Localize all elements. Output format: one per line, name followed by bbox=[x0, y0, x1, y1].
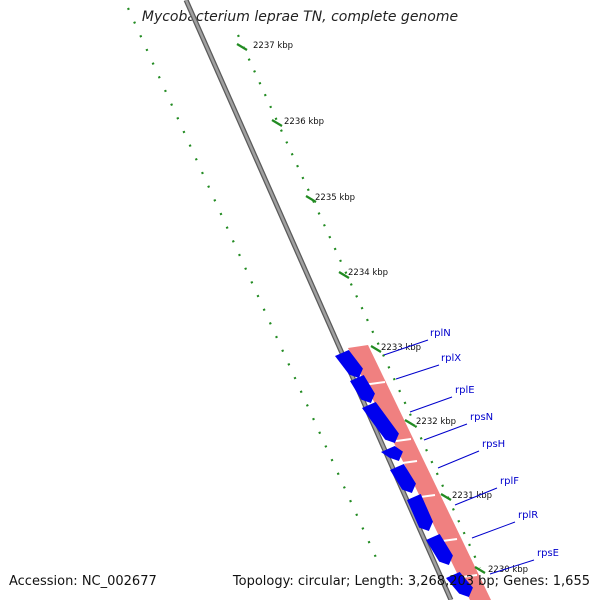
kbp-tick bbox=[370, 345, 382, 353]
gene-label-leader bbox=[423, 423, 468, 441]
gene-label-leader bbox=[409, 396, 453, 413]
forward-gene-arrow bbox=[446, 572, 473, 597]
gene-label: rpsE bbox=[537, 548, 559, 559]
gene-label: rplE bbox=[455, 385, 475, 396]
gene-label-leader bbox=[395, 364, 440, 380]
gene-label-leader bbox=[383, 339, 429, 356]
forward-gene-arrow bbox=[335, 350, 363, 378]
summary-text: Topology: circular; Length: 3,268,203 bp… bbox=[232, 574, 590, 589]
gene-label: rplX bbox=[441, 353, 461, 364]
forward-gene-arrow bbox=[362, 402, 399, 443]
gc-skew-track-outer bbox=[126, 7, 380, 563]
kbp-tick-label: 2236 kbp bbox=[284, 117, 324, 127]
kbp-tick bbox=[271, 119, 283, 127]
gene-label-leader bbox=[437, 450, 480, 469]
gene-label: rplN bbox=[430, 328, 451, 339]
kbp-tick-label: 2233 kbp bbox=[381, 343, 421, 353]
kbp-tick bbox=[305, 195, 317, 203]
kbp-tick-label: 2235 kbp bbox=[315, 193, 355, 203]
gene-label-leader bbox=[454, 487, 498, 506]
kbp-tick-label: 2237 kbp bbox=[253, 41, 293, 51]
gc-skew-track-inner bbox=[236, 34, 482, 569]
forward-gene-arrow bbox=[350, 375, 375, 403]
gene-label: rpsH bbox=[482, 439, 505, 450]
forward-gene-arrow bbox=[426, 534, 453, 565]
forward-gene-arrow bbox=[390, 464, 416, 493]
kbp-tick bbox=[404, 419, 416, 427]
map-title: Mycobacterium leprae TN, complete genome bbox=[141, 9, 459, 25]
kbp-tick-label: 2231 kbp bbox=[452, 491, 492, 501]
feature-band bbox=[348, 345, 491, 600]
gene-label: rplF bbox=[500, 476, 519, 487]
kbp-tick bbox=[338, 271, 350, 279]
kbp-tick-label: 2232 kbp bbox=[416, 417, 456, 427]
kbp-tick bbox=[440, 493, 452, 501]
gene-label: rplR bbox=[518, 510, 538, 521]
kbp-tick-label: 2234 kbp bbox=[348, 268, 388, 278]
gene-label: rpsN bbox=[470, 412, 493, 423]
kbp-tick bbox=[474, 566, 486, 574]
kbp-tick bbox=[236, 43, 248, 51]
backbone-line bbox=[184, 0, 453, 600]
gene-label-leader bbox=[471, 521, 516, 539]
forward-gene-arrow bbox=[381, 446, 403, 461]
band-divider bbox=[394, 460, 418, 465]
accession-text: Accession: NC_002677 bbox=[9, 574, 157, 589]
gene-label-leader bbox=[489, 559, 535, 575]
forward-gene-arrow bbox=[407, 494, 433, 531]
kbp-tick-label: 2230 kbp bbox=[488, 565, 528, 575]
